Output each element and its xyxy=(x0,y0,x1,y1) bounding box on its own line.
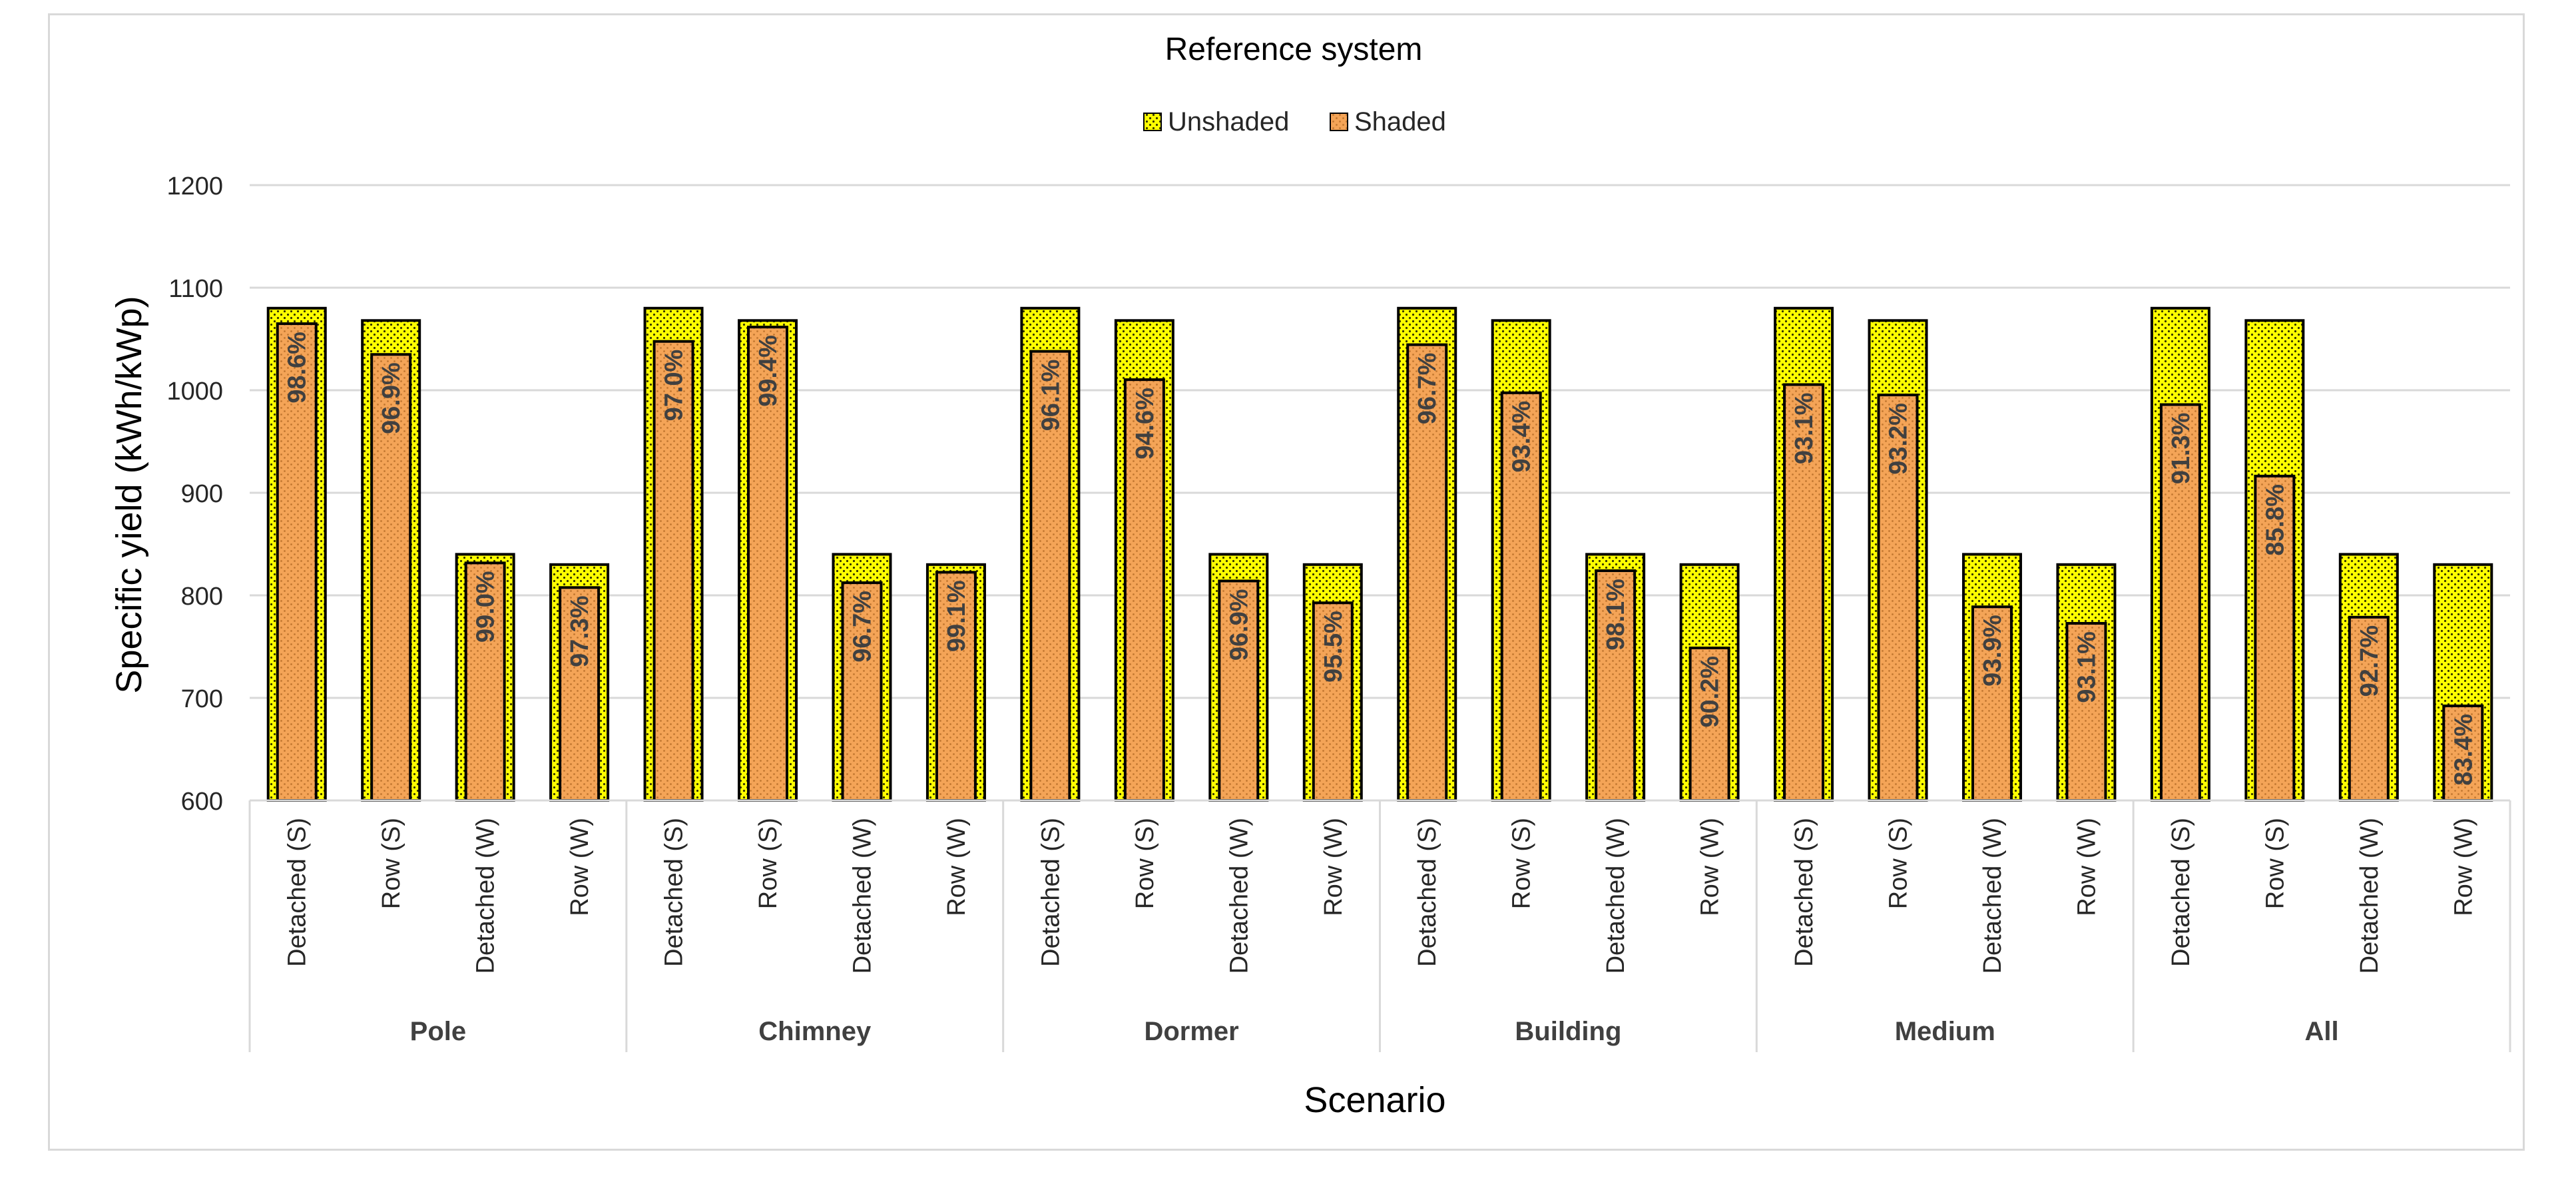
legend-label-shaded: Shaded xyxy=(1354,107,1446,137)
data-label: 94.6% xyxy=(1131,388,1159,459)
data-label: 98.6% xyxy=(284,332,312,404)
data-label: 96.7% xyxy=(848,591,876,663)
bar-shaded xyxy=(652,340,694,802)
bar-shaded xyxy=(1029,350,1071,802)
x-subcategory-label: Detached (W) xyxy=(848,818,876,974)
x-subcategory-label: Row (W) xyxy=(1320,818,1348,916)
x-subcategory-label: Row (S) xyxy=(378,818,405,909)
y-tick-label: 1000 xyxy=(166,378,223,406)
x-group-label: Chimney xyxy=(758,1017,872,1046)
bar-shaded xyxy=(1877,394,1919,802)
data-label: 99.4% xyxy=(754,335,782,407)
data-label: 93.4% xyxy=(1508,401,1536,473)
bar-shaded xyxy=(464,561,506,802)
data-label: 91.3% xyxy=(2167,413,2195,485)
x-group-label: Pole xyxy=(410,1017,466,1046)
data-label: 98.1% xyxy=(1602,579,1630,651)
bar-shaded xyxy=(2442,705,2484,802)
y-tick-label: 900 xyxy=(181,480,223,508)
data-label: 93.2% xyxy=(1885,403,1913,475)
data-label: 99.1% xyxy=(943,580,971,652)
x-subcategory-label: Row (W) xyxy=(2449,818,2477,916)
x-subcategory-label: Row (S) xyxy=(1885,818,1913,909)
y-tick-label: 600 xyxy=(181,788,223,816)
data-label: 93.1% xyxy=(1790,393,1818,465)
bar-shaded xyxy=(1688,647,1730,802)
chart-frame xyxy=(48,13,2525,1151)
chart-title: Reference system xyxy=(1165,32,1423,67)
bar-shaded xyxy=(2065,622,2107,802)
x-group-label: All xyxy=(2305,1017,2339,1046)
bar-shaded xyxy=(1218,579,1260,802)
data-label: 92.7% xyxy=(2356,625,2384,697)
x-group-label: Medium xyxy=(1895,1017,1995,1046)
y-tick-labels: 600 700 800 900 1000 1100 1200 xyxy=(166,172,223,816)
x-axis-label: Scenario xyxy=(1304,1080,1445,1120)
x-category-labels: Detached (S) Row (S) Detached (W) Row (W) Po… xyxy=(248,799,2511,1052)
data-label: 97.3% xyxy=(566,595,594,667)
x-subcategory-label: Detached (W) xyxy=(2356,818,2384,974)
data-label: 96.9% xyxy=(1225,589,1253,661)
x-subcategory-label: Detached (W) xyxy=(1225,818,1253,974)
x-subcategory-label: Detached (S) xyxy=(284,818,312,967)
bar-shaded xyxy=(2348,615,2390,802)
data-label: 99.0% xyxy=(472,571,500,643)
data-label: 90.2% xyxy=(1696,656,1724,728)
bar-shaded xyxy=(935,571,977,802)
bars: 98.6% 96.9% 99.0% 97.3% 97.0% 99.4% 96.7% 99.1%… xyxy=(266,306,2493,802)
x-subcategory-label: Row (S) xyxy=(2261,818,2289,909)
x-group-label: Building xyxy=(1515,1017,1621,1046)
y-tick-label: 800 xyxy=(181,583,223,611)
legend-swatch-unshaded xyxy=(1143,113,1162,131)
x-subcategory-label: Detached (S) xyxy=(1790,818,1818,967)
x-subcategory-label: Row (W) xyxy=(566,818,594,916)
x-subcategory-label: Row (W) xyxy=(2073,818,2101,916)
x-subcategory-label: Row (W) xyxy=(1696,818,1724,916)
data-label: 93.9% xyxy=(1979,615,2007,687)
legend-label-unshaded: Unshaded xyxy=(1168,107,1289,137)
x-subcategory-label: Detached (W) xyxy=(1602,818,1630,974)
y-axis-label: Specific yield (kWh/kWp) xyxy=(109,296,149,693)
data-label: 93.1% xyxy=(2073,631,2101,703)
data-label: 97.0% xyxy=(660,350,688,422)
data-label: 95.5% xyxy=(1320,611,1348,683)
x-subcategory-label: Row (S) xyxy=(1131,818,1159,909)
y-tick-label: 700 xyxy=(181,685,223,713)
data-label: 96.9% xyxy=(378,362,405,434)
data-label: 96.7% xyxy=(1414,353,1441,425)
data-label: 83.4% xyxy=(2449,714,2477,786)
data-label: 85.8% xyxy=(2261,484,2289,556)
legend-swatch-shaded xyxy=(1330,113,1348,131)
x-subcategory-label: Detached (W) xyxy=(472,818,500,974)
y-tick-label: 1200 xyxy=(166,172,223,200)
legend: Unshaded Shaded xyxy=(1143,107,1446,137)
x-subcategory-label: Detached (S) xyxy=(2167,818,2195,967)
x-group-label: Dormer xyxy=(1144,1017,1238,1046)
bar-shaded xyxy=(1406,343,1448,802)
bar-shaded xyxy=(370,353,412,802)
bar-shaded xyxy=(1595,569,1637,802)
x-subcategory-label: Row (S) xyxy=(1508,818,1536,909)
bar-shaded xyxy=(559,586,601,802)
y-tick-label: 1100 xyxy=(168,275,223,303)
x-subcategory-label: Row (S) xyxy=(754,818,782,909)
x-subcategory-label: Detached (W) xyxy=(1979,818,2007,974)
bar-shaded xyxy=(1783,383,1825,802)
x-subcategory-label: Detached (S) xyxy=(1414,818,1441,967)
x-subcategory-label: Row (W) xyxy=(943,818,971,916)
bar-shaded xyxy=(276,322,318,802)
x-subcategory-label: Detached (S) xyxy=(1037,818,1065,967)
data-label: 96.1% xyxy=(1037,360,1065,432)
x-subcategory-label: Detached (S) xyxy=(660,818,688,967)
